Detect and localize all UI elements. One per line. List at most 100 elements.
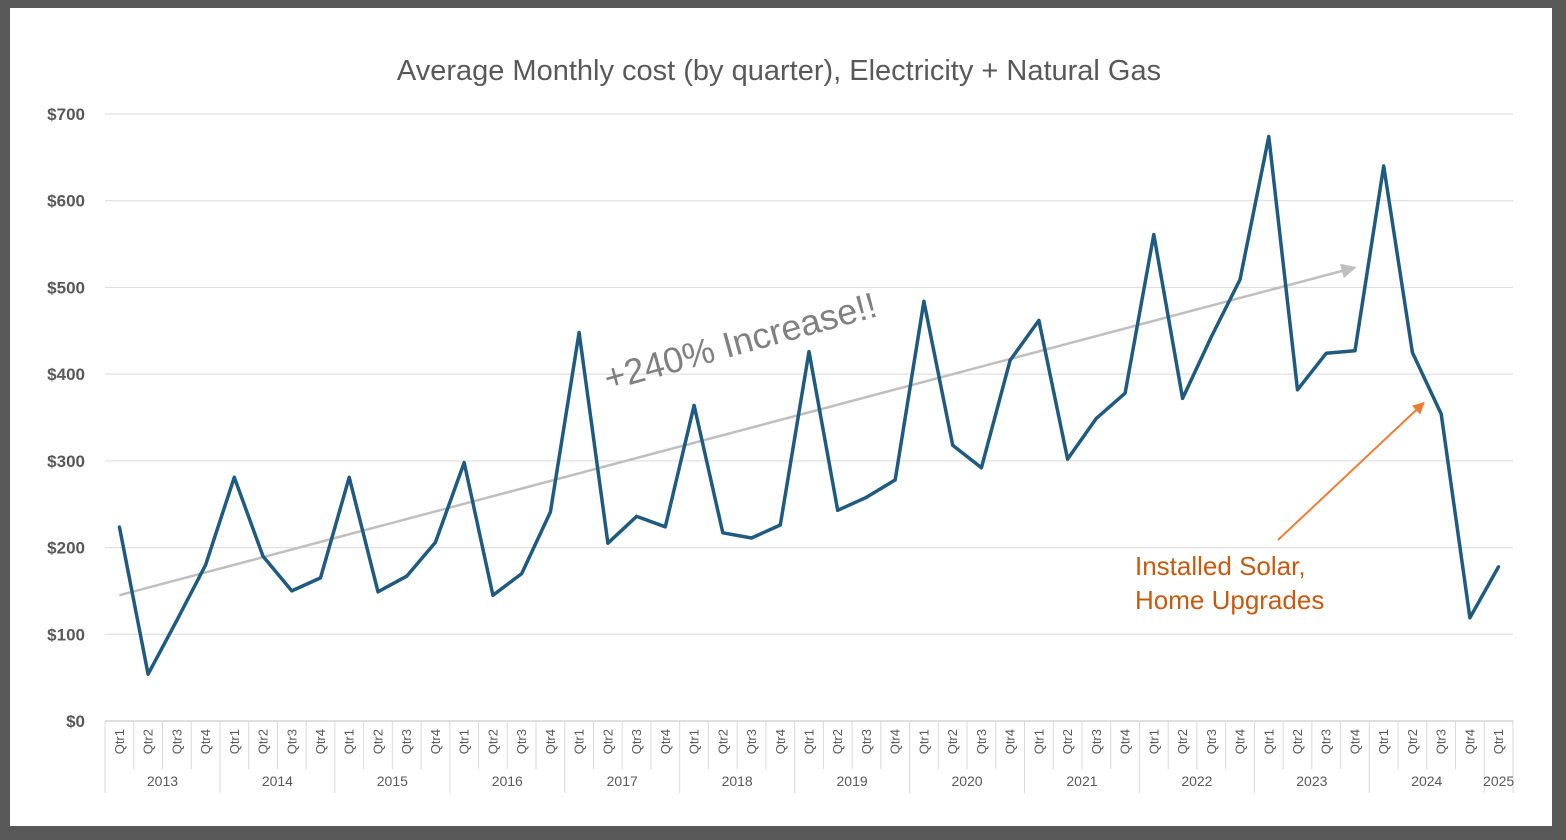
x-tick-label-quarter: Qtr2 bbox=[485, 729, 500, 754]
x-tick-label-quarter: Qtr3 bbox=[744, 729, 759, 754]
x-tick-label-quarter: Qtr1 bbox=[572, 729, 587, 754]
x-tick-label-quarter: Qtr3 bbox=[629, 729, 644, 754]
x-tick-label-quarter: Qtr2 bbox=[600, 729, 615, 754]
x-tick-label-quarter: Qtr2 bbox=[830, 729, 845, 754]
x-tick-label-quarter: Qtr2 bbox=[1175, 729, 1190, 754]
data-point bbox=[577, 331, 581, 335]
y-tick-label: $300 bbox=[47, 452, 85, 471]
data-point bbox=[462, 461, 466, 465]
data-point bbox=[261, 554, 265, 558]
data-point bbox=[204, 563, 208, 567]
data-point bbox=[347, 475, 351, 479]
data-point bbox=[117, 525, 121, 529]
annotation-solar-arrow bbox=[1277, 401, 1425, 541]
data-point bbox=[1209, 335, 1213, 339]
annotation-solar-line: Installed Solar, bbox=[1135, 551, 1306, 581]
data-point bbox=[663, 525, 667, 529]
data-point bbox=[1238, 278, 1242, 282]
data-point bbox=[721, 531, 725, 535]
x-tick-label-quarter: Qtr4 bbox=[198, 729, 213, 754]
x-tick-label-quarter: Qtr2 bbox=[1290, 729, 1305, 754]
data-point bbox=[836, 508, 840, 512]
data-point bbox=[1439, 412, 1443, 416]
x-tick-label-quarter: Qtr4 bbox=[1233, 729, 1248, 754]
x-tick-label-quarter: Qtr3 bbox=[859, 729, 874, 754]
y-tick-label: $100 bbox=[47, 625, 85, 644]
x-tick-label-quarter: Qtr1 bbox=[457, 729, 472, 754]
data-point bbox=[319, 576, 323, 580]
data-point bbox=[951, 443, 955, 447]
data-point bbox=[1267, 135, 1271, 139]
x-tick-label-quarter: Qtr4 bbox=[1462, 729, 1477, 754]
data-point bbox=[1468, 616, 1472, 620]
x-tick-label-year: 2015 bbox=[377, 773, 408, 789]
data-point bbox=[520, 572, 524, 576]
x-tick-label-quarter: Qtr3 bbox=[514, 729, 529, 754]
data-point bbox=[1066, 457, 1070, 461]
data-point bbox=[175, 618, 179, 622]
x-tick-label-quarter: Qtr4 bbox=[428, 729, 443, 754]
x-tick-label-year: 2023 bbox=[1296, 773, 1327, 789]
data-point bbox=[1410, 350, 1414, 354]
x-tick-label-quarter: Qtr1 bbox=[112, 729, 127, 754]
x-tick-label-year: 2018 bbox=[722, 773, 753, 789]
chart-svg: Average Monthly cost (by quarter), Elect… bbox=[47, 55, 1514, 793]
y-tick-label: $700 bbox=[47, 105, 85, 124]
x-tick-label-quarter: Qtr3 bbox=[284, 729, 299, 754]
x-tick-label-quarter: Qtr1 bbox=[342, 729, 357, 754]
chart-frame: Average Monthly cost (by quarter), Elect… bbox=[10, 8, 1552, 826]
x-tick-label-quarter: Qtr4 bbox=[543, 729, 558, 754]
x-tick-label-quarter: Qtr2 bbox=[1405, 729, 1420, 754]
x-tick-label-quarter: Qtr3 bbox=[974, 729, 989, 754]
x-tick-label-quarter: Qtr4 bbox=[1347, 729, 1362, 754]
x-tick-label-quarter: Qtr2 bbox=[945, 729, 960, 754]
x-tick-label-quarter: Qtr1 bbox=[1031, 729, 1046, 754]
y-tick-label: $600 bbox=[47, 192, 85, 211]
trend-arrow bbox=[119, 263, 1357, 597]
data-point bbox=[893, 478, 897, 482]
data-point bbox=[635, 514, 639, 518]
data-point bbox=[1123, 391, 1127, 395]
x-tick-label-quarter: Qtr4 bbox=[773, 729, 788, 754]
x-tick-label-quarter: Qtr2 bbox=[715, 729, 730, 754]
data-point bbox=[491, 593, 495, 597]
x-tick-label-quarter: Qtr1 bbox=[1376, 729, 1391, 754]
x-tick-label-quarter: Qtr1 bbox=[1146, 729, 1161, 754]
x-tick-label-year: 2013 bbox=[147, 773, 178, 789]
x-tick-label-quarter: Qtr1 bbox=[1491, 729, 1506, 754]
data-point bbox=[692, 403, 696, 407]
x-tick-label-year: 2020 bbox=[951, 773, 982, 789]
data-point bbox=[1094, 416, 1098, 420]
x-tick-label-year: 2024 bbox=[1411, 773, 1442, 789]
data-point bbox=[376, 590, 380, 594]
data-point bbox=[1181, 396, 1185, 400]
y-tick-label: $0 bbox=[66, 712, 85, 731]
data-point bbox=[1152, 233, 1156, 237]
data-point bbox=[290, 589, 294, 593]
x-tick-label-quarter: Qtr2 bbox=[1060, 729, 1075, 754]
data-point bbox=[807, 350, 811, 354]
data-point bbox=[1353, 349, 1357, 353]
annotation-increase: +240% Increase!! bbox=[599, 284, 881, 399]
x-tick-label-quarter: Qtr3 bbox=[1089, 729, 1104, 754]
x-tick-label-quarter: Qtr4 bbox=[313, 729, 328, 754]
x-tick-label-quarter: Qtr2 bbox=[256, 729, 271, 754]
x-tick-label-quarter: Qtr1 bbox=[802, 729, 817, 754]
x-tick-label-year: 2025 bbox=[1483, 773, 1514, 789]
data-point bbox=[1008, 358, 1012, 362]
data-point bbox=[146, 672, 150, 676]
y-tick-label: $400 bbox=[47, 365, 85, 384]
data-point bbox=[606, 541, 610, 545]
x-tick-label-quarter: Qtr3 bbox=[1434, 729, 1449, 754]
x-tick-label-quarter: Qtr1 bbox=[1261, 729, 1276, 754]
y-tick-label: $200 bbox=[47, 539, 85, 558]
x-tick-label-year: 2014 bbox=[262, 773, 293, 789]
x-tick-label-quarter: Qtr4 bbox=[1118, 729, 1133, 754]
x-tick-label-quarter: Qtr3 bbox=[169, 729, 184, 754]
data-point bbox=[548, 510, 552, 514]
x-tick-label-quarter: Qtr3 bbox=[1204, 729, 1219, 754]
x-tick-label-quarter: Qtr4 bbox=[1003, 729, 1018, 754]
data-point bbox=[1497, 565, 1501, 569]
x-tick-label-year: 2021 bbox=[1066, 773, 1097, 789]
x-tick-label-quarter: Qtr4 bbox=[888, 729, 903, 754]
